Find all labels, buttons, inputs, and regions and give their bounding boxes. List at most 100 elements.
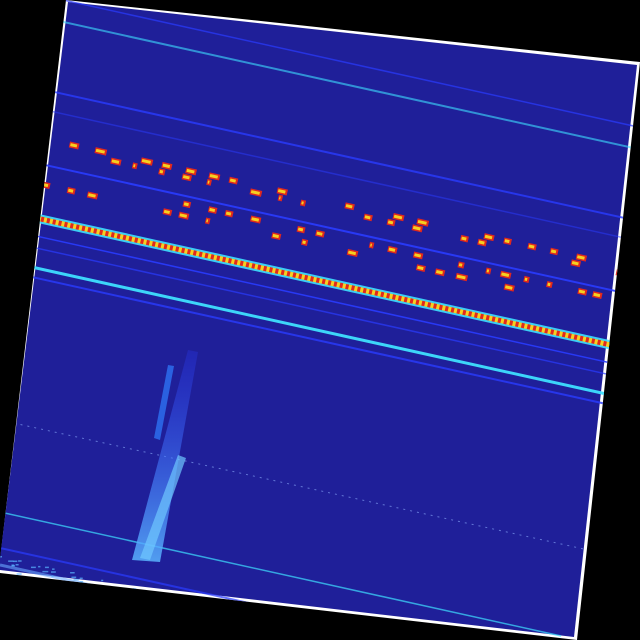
- noise-speck: [166, 611, 170, 613]
- noise-speck: [146, 610, 152, 613]
- noise-speck: [277, 627, 282, 630]
- noise-speck: [161, 615, 166, 617]
- burst-blob-core: [616, 271, 621, 275]
- burst-blob: [618, 262, 628, 271]
- burst-blob-core: [486, 269, 490, 273]
- noise-speck: [229, 632, 234, 635]
- noise-speck: [371, 634, 375, 636]
- noise-speck: [105, 594, 111, 597]
- noise-speck: [236, 626, 240, 629]
- noise-speck: [384, 634, 388, 636]
- spectral-line: [0, 99, 640, 243]
- noise-speck: [270, 631, 273, 633]
- burst-blob-core: [70, 143, 78, 148]
- noise-speck: [156, 603, 163, 605]
- noise-speck: [98, 606, 101, 609]
- noise-speck: [120, 608, 126, 611]
- main-band-dash: [0, 207, 640, 354]
- noise-speck: [297, 626, 304, 628]
- noise-speck: [312, 626, 315, 629]
- noise-speck: [388, 634, 391, 636]
- noise-speck: [308, 634, 312, 636]
- noise-speck: [79, 577, 83, 580]
- noise-speck: [243, 634, 249, 636]
- noise-speck: [315, 634, 320, 636]
- burst-blob-core: [571, 261, 579, 266]
- noise-speck: [272, 630, 278, 633]
- noise-speck: [370, 634, 376, 636]
- noise-speck: [370, 634, 374, 636]
- noise-speck: [322, 634, 328, 636]
- burst-blob-core: [206, 219, 209, 223]
- burst-blob-core: [277, 189, 286, 194]
- noise-speck: [343, 634, 347, 636]
- noise-speck: [369, 634, 374, 636]
- noise-speck: [171, 623, 174, 625]
- burst-blob-core: [501, 272, 510, 278]
- noise-speck: [269, 634, 275, 636]
- noise-speck: [287, 622, 290, 624]
- burst-blob-core: [417, 265, 424, 271]
- spectral-line: [0, 79, 640, 223]
- burst-blob-core: [435, 270, 443, 275]
- noise-speck: [217, 624, 224, 627]
- noise-speck: [30, 566, 36, 569]
- noise-speck: [185, 606, 190, 608]
- noise-speck: [42, 570, 49, 573]
- noise-speck: [119, 589, 124, 591]
- burst-blob-core: [456, 274, 466, 280]
- noise-speck: [189, 603, 194, 605]
- noise-speck: [23, 577, 26, 580]
- noise-speck: [29, 592, 36, 595]
- burst-blob-core: [387, 220, 394, 225]
- noise-speck: [8, 560, 14, 562]
- noise-speck: [386, 634, 392, 636]
- noise-speck: [0, 580, 4, 583]
- noise-speck: [95, 604, 98, 607]
- noise-speck: [52, 568, 55, 570]
- noise-speck: [377, 634, 382, 636]
- noise-speck: [160, 607, 166, 609]
- noise-speck: [206, 612, 212, 614]
- noise-speck: [42, 584, 48, 586]
- noise-speck: [354, 634, 358, 636]
- noise-speck: [168, 599, 173, 602]
- noise-speck: [77, 596, 82, 599]
- burst-blob-core: [388, 247, 396, 252]
- spectral-line: [0, 7, 640, 151]
- noise-speck: [101, 579, 104, 582]
- noise-speck: [258, 615, 265, 617]
- noise-speck: [48, 586, 53, 588]
- noise-speck: [28, 592, 35, 594]
- burst-blob: [620, 309, 633, 318]
- spectral-line: [63, 0, 640, 129]
- noise-speck: [259, 634, 264, 636]
- noise-speck: [252, 634, 258, 636]
- noise-speck: [18, 589, 23, 591]
- noise-speck: [44, 566, 49, 569]
- noise-speck: [210, 631, 217, 633]
- noise-speck: [216, 626, 223, 628]
- noise-speck: [119, 608, 125, 610]
- noise-speck: [245, 625, 252, 628]
- burst-blob-core: [414, 253, 422, 258]
- burst-blob-core: [504, 239, 510, 244]
- noise-speck: [360, 634, 364, 636]
- burst-blob-core: [412, 225, 421, 231]
- burst-blob-core: [209, 207, 216, 213]
- burst-blob-core: [461, 236, 467, 241]
- noise-speck: [295, 634, 302, 636]
- noise-speck: [290, 620, 297, 623]
- noise-speck: [113, 606, 118, 608]
- noise-speck: [208, 605, 211, 607]
- spectral-line: [0, 511, 562, 637]
- noise-speck: [132, 588, 137, 590]
- burst-blob-core: [251, 217, 260, 222]
- burst-blob-core: [576, 255, 585, 260]
- noise-speck: [0, 556, 2, 558]
- noise-speck: [341, 634, 348, 636]
- noise-speck: [15, 563, 19, 566]
- burst-blob-core: [297, 227, 304, 232]
